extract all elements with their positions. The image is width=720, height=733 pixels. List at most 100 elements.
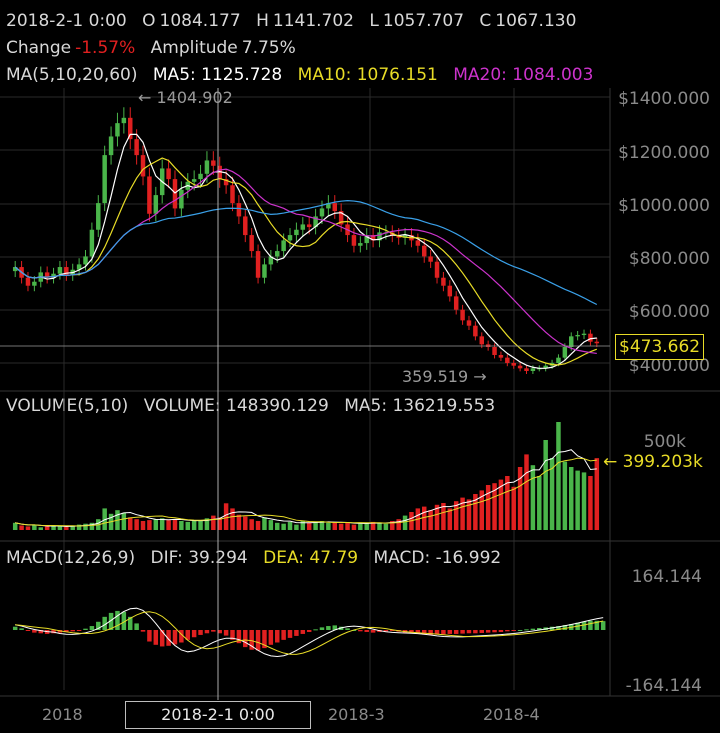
macd-bar (517, 630, 523, 631)
candle (319, 208, 325, 217)
price-tick-1400: $1400.000 (618, 89, 710, 109)
volume-bar (390, 521, 395, 530)
candle (447, 285, 453, 297)
high-marker: ← 1404.902 (138, 88, 233, 107)
candle (249, 235, 254, 252)
volume-bar (134, 519, 139, 530)
volume-bar (377, 522, 382, 530)
volume-bar (370, 521, 376, 530)
datetime: 2018-2-1 0:00 (6, 11, 127, 31)
low-label: L (369, 11, 379, 31)
volume-ma5-value: MA5: 136219.553 (344, 396, 496, 416)
candle (140, 155, 146, 177)
ma20-value: MA20: 1084.003 (453, 65, 594, 85)
ma10-value: MA10: 1076.151 (297, 65, 438, 85)
macd-bar (115, 610, 120, 630)
macd-bar (498, 630, 504, 632)
volume-bar (588, 476, 593, 530)
close-label: C (479, 11, 492, 31)
volume-bar (447, 508, 453, 530)
macd-bar (428, 630, 433, 635)
volume-bar (313, 521, 318, 530)
volume-bar (511, 486, 516, 530)
macd-bar (383, 630, 389, 632)
macd-bar (530, 628, 536, 630)
candle (44, 272, 50, 278)
candle (505, 357, 510, 363)
macd-bar (147, 630, 152, 642)
candle (377, 232, 382, 241)
volume-bar (428, 510, 433, 530)
change-label: Change (6, 38, 72, 58)
volume-bar (275, 522, 280, 530)
candle (466, 320, 472, 326)
volume-bar (89, 522, 95, 530)
change-row: Change -1.57% Amplitude 7.75% (6, 38, 306, 58)
volume-bar (383, 523, 389, 530)
macd-bar (211, 630, 216, 632)
volume-bar (172, 519, 178, 530)
volume-bar (147, 520, 152, 530)
macd-bar (204, 630, 210, 634)
volume-bar (223, 503, 229, 530)
ma10-line (14, 157, 598, 366)
macd-bar (370, 630, 376, 633)
volume-bar (485, 485, 491, 530)
volume-bar (466, 499, 472, 530)
volume-bar (128, 517, 133, 530)
macd-bar (460, 630, 465, 634)
volume-bar (319, 521, 325, 530)
macd-bar (64, 630, 69, 632)
candle (96, 203, 101, 230)
macd-bar (319, 627, 325, 630)
candle (441, 277, 446, 286)
macd-bar (179, 630, 184, 643)
macd-bar (345, 628, 350, 630)
candle (134, 139, 139, 156)
macd-tick-top: 164.144 (631, 567, 702, 587)
low-value: L 1057.707 (369, 11, 464, 31)
macd-bar (70, 630, 75, 632)
candle (57, 267, 63, 274)
low-marker: 359.519 → (402, 367, 487, 386)
candle (76, 264, 82, 270)
macd-value: MACD: -16.992 (373, 548, 502, 568)
volume-bar (255, 521, 261, 530)
macd-bar (287, 630, 293, 638)
volume-bar (159, 518, 165, 530)
macd-bar (390, 630, 395, 631)
candle (198, 173, 203, 180)
volume-bar (243, 516, 248, 530)
volume-bar (575, 470, 580, 530)
candle (351, 235, 357, 246)
macd-bar (358, 630, 363, 632)
volume-bar (236, 514, 242, 530)
candle (275, 251, 280, 257)
volume-bar (338, 523, 344, 530)
macd-bar (140, 630, 146, 632)
dif-value: DIF: 39.294 (150, 548, 248, 568)
volume-bar (345, 522, 350, 530)
volume-bar (294, 524, 299, 530)
volume-legend: VOLUME(5,10) VOLUME: 148390.129 MA5: 136… (6, 396, 505, 416)
volume-bar (479, 490, 484, 530)
candle (179, 189, 184, 209)
candle (147, 176, 152, 214)
macd-tick-bottom: -164.144 (625, 676, 702, 696)
close-value: C 1067.130 (479, 11, 576, 31)
macd-bar (453, 630, 459, 634)
candle (364, 235, 369, 244)
candle (255, 251, 261, 278)
macd-bar (275, 630, 280, 643)
candle (588, 333, 593, 342)
macd-bar (556, 626, 561, 630)
macd-bar (255, 630, 261, 651)
volume-bar (364, 522, 369, 530)
macd-bar (524, 629, 529, 631)
macd-bar (505, 630, 510, 632)
candle (581, 333, 587, 336)
macd-bar (223, 630, 229, 636)
ma-label: MA(5,10,20,60) (6, 65, 138, 85)
candle (422, 245, 427, 257)
